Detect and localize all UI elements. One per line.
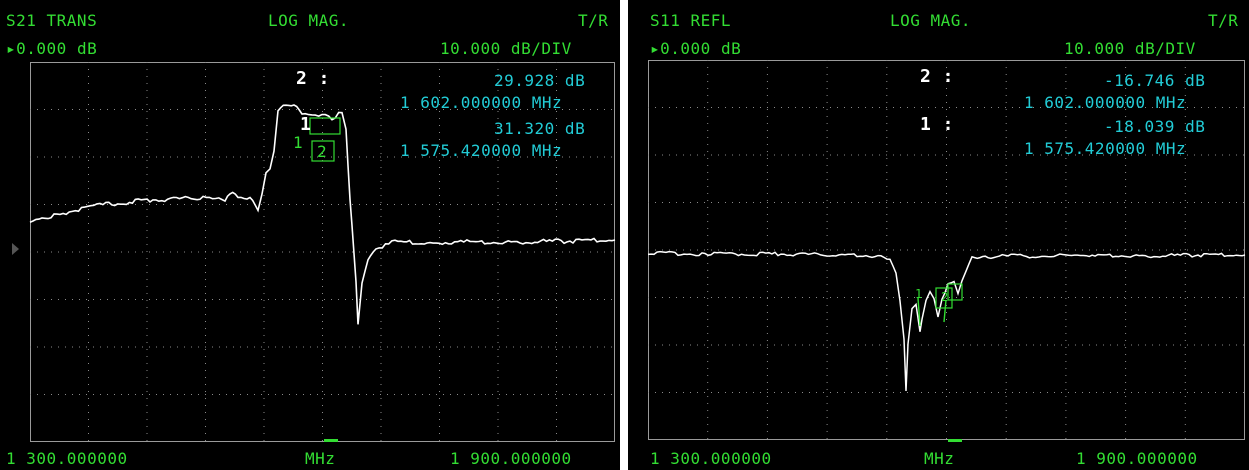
marker1-box xyxy=(935,287,953,309)
path-label: T/R xyxy=(1208,11,1239,30)
units-label: MHz xyxy=(305,449,336,468)
marker1-line xyxy=(917,297,921,327)
path-label: T/R xyxy=(578,11,609,30)
marker1-tag: 1 xyxy=(915,287,923,301)
marker-box-top xyxy=(309,117,341,135)
stop-freq: 1 900.000000 xyxy=(1076,449,1198,468)
center-tick xyxy=(948,439,962,442)
s11-screen: S11 REFL LOG MAG. T/R ▸0.000 dB 10.000 d… xyxy=(628,0,1249,470)
s21-trace xyxy=(29,104,616,325)
marker2-tag: 2 xyxy=(941,290,949,304)
marker2-value: 29.928 dB xyxy=(494,71,586,90)
ref-level: ▸0.000 dB xyxy=(6,39,98,58)
marker2-freq: 1 602.000000 MHz xyxy=(1024,93,1187,112)
ref-level: ▸0.000 dB xyxy=(650,39,742,58)
stop-freq: 1 900.000000 xyxy=(450,449,572,468)
trace-plot xyxy=(647,60,1246,440)
center-tick xyxy=(324,439,338,442)
s11-trace xyxy=(647,250,1246,392)
units-label: MHz xyxy=(924,449,955,468)
marker1-label: 1 : xyxy=(920,114,955,135)
scale-label: 10.000 dB/DIV xyxy=(440,39,572,58)
marker2-box xyxy=(947,283,963,301)
marker1-tag: 1 xyxy=(293,133,304,152)
triangle-right-icon: ▸ xyxy=(650,39,661,58)
active-marker-tag: 1 xyxy=(300,114,312,135)
s21-screen: S21 TRANS LOG MAG. T/R ▸0.000 dB 10.000 … xyxy=(0,0,620,470)
scale-label: 10.000 dB/DIV xyxy=(1064,39,1196,58)
marker1-freq: 1 575.420000 MHz xyxy=(1024,139,1187,158)
format-label: LOG MAG. xyxy=(890,11,972,30)
marker1-value: -18.039 dB xyxy=(1104,117,1206,136)
format-label: LOG MAG. xyxy=(268,11,350,30)
marker1-freq: 1 575.420000 MHz xyxy=(400,141,563,160)
triangle-right-icon: ▸ xyxy=(6,39,17,58)
marker2-value: -16.746 dB xyxy=(1104,71,1206,90)
reference-pointer-icon xyxy=(12,243,19,255)
trace-plot xyxy=(29,62,616,442)
param-label: S21 TRANS xyxy=(6,11,98,30)
marker2-box xyxy=(311,140,335,162)
marker2-freq: 1 602.000000 MHz xyxy=(400,93,563,112)
start-freq: 1 300.000000 xyxy=(6,449,128,468)
param-label: S11 REFL xyxy=(650,11,732,30)
marker2-tag: 2 xyxy=(317,142,328,161)
marker2-label: 2 : xyxy=(920,66,955,87)
marker2-line xyxy=(943,299,947,323)
start-freq: 1 300.000000 xyxy=(650,449,772,468)
marker1-value: 31.320 dB xyxy=(494,119,586,138)
marker2-label: 2 : xyxy=(296,68,331,89)
